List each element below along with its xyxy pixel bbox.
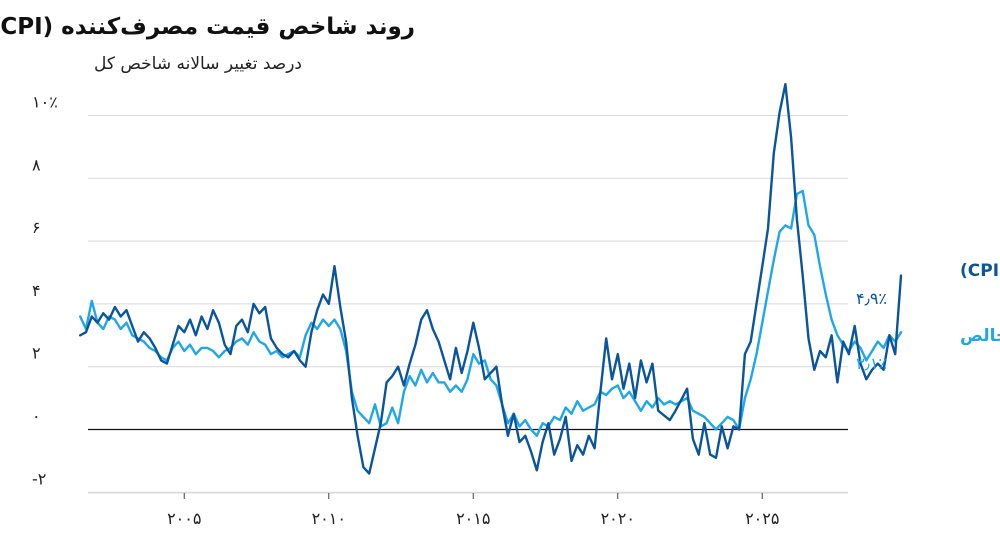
y-tick-label: ۶: [32, 218, 41, 237]
x-tick-label: ۲۰۱۰: [312, 509, 346, 528]
x-tick-label: ۲۰۱۵: [456, 509, 490, 528]
series-end-labels: شاخص کل (CPI) ۴٫۹٪ شاخص خالص ۳٫۱٪: [856, 261, 1000, 373]
chart-title: روند شاخص قیمت مصرف‌کننده (CPI): [0, 14, 415, 40]
y-tick-label: ۱۰٪: [32, 93, 58, 112]
y-axis-ticks: -۲ ۰ ۲ ۴ ۶ ۸ ۱۰٪: [32, 93, 58, 489]
x-axis-ticks: ۲۰۰۵ ۲۰۱۰ ۲۰۱۵ ۲۰۲۰ ۲۰۲۵: [167, 493, 779, 528]
y-tick-label: ۴: [32, 281, 41, 300]
legend-name-headline: شاخص کل (CPI): [960, 261, 1000, 281]
y-tick-label: ۸: [32, 155, 41, 174]
y-tick-label: -۲: [32, 469, 46, 488]
legend-value-headline: ۴٫۹٪: [856, 289, 887, 308]
x-tick-label: ۲۰۰۵: [167, 509, 201, 528]
y-tick-label: ۲: [32, 344, 41, 363]
y-tick-label: ۰: [32, 407, 41, 426]
series-line-headline: [79, 82, 903, 475]
legend-name-core: شاخص خالص: [960, 326, 1000, 346]
series-lines: [79, 82, 903, 475]
legend-value-core: ۳٫۱٪: [856, 354, 887, 373]
x-tick-label: ۲۰۲۰: [601, 509, 635, 528]
x-tick-label: ۲۰۲۵: [745, 509, 779, 528]
grid-lines: [88, 115, 848, 494]
series-line-core: [79, 189, 903, 437]
chart-subtitle: درصد تغییر سالانه شاخص کل: [93, 54, 302, 74]
